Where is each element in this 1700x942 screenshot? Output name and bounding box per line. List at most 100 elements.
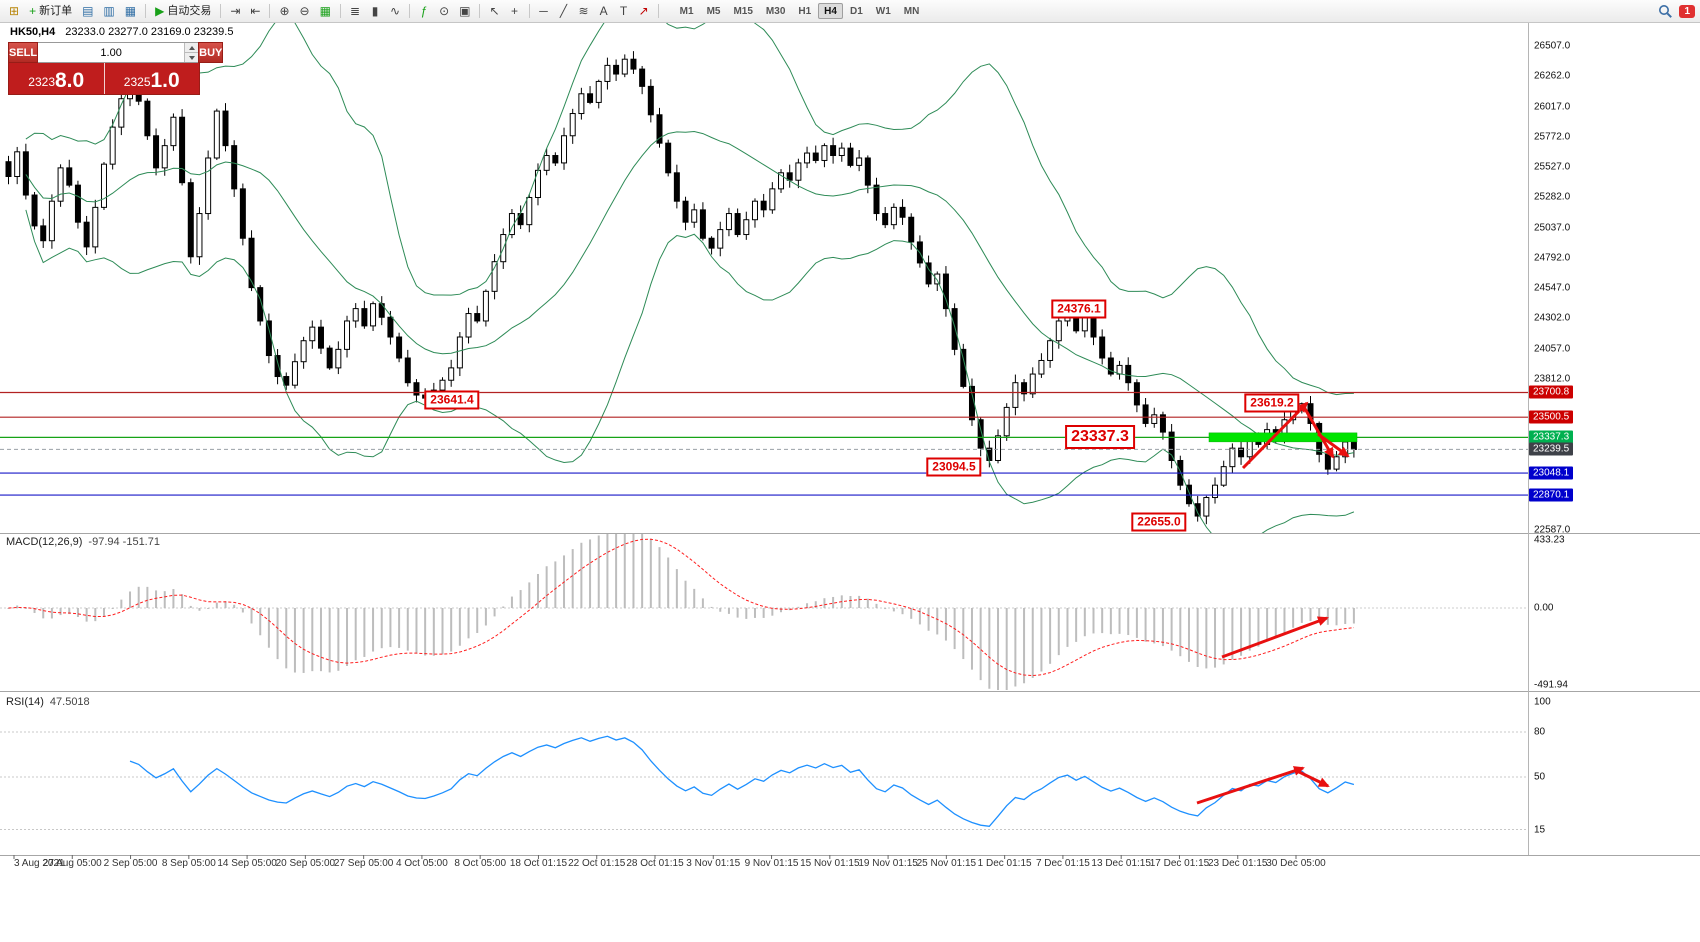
main-toolbar: ⊞ + 新订单 ▤ ▥ ▦ ▶ 自动交易 ⇥ ⇤ ⊕ ⊖ ▦ ≣ ▮ ∿ ƒ ⊙ ▣ ↖ + ─ ╱ ≋ A T ↗ M1 M5 M15… (0, 0, 1700, 23)
time-axis-label: 7 Dec 01:15 (1035, 858, 1090, 869)
macd-axis-label: 0.00 (1534, 602, 1554, 614)
trend-arrow[interactable] (1196, 766, 1305, 805)
timeframe-h1[interactable]: H1 (792, 3, 817, 19)
current-price-label: 23239.5 (1529, 442, 1574, 456)
cursor-icon[interactable]: ↖ (485, 2, 503, 20)
ohlc-values: 23233.0 23277.0 23169.0 23239.5 (65, 26, 234, 38)
price-callout[interactable]: 23641.4 (424, 390, 480, 410)
new-order-button[interactable]: + 新订单 (25, 2, 76, 20)
price-callout[interactable]: 23337.3 (1065, 425, 1135, 450)
text-icon[interactable]: A (595, 2, 613, 20)
auto-scroll-icon[interactable]: ⇥ (226, 2, 244, 20)
hline-price-label: 23500.5 (1529, 410, 1574, 424)
price-callout[interactable]: 23619.2 (1244, 393, 1300, 413)
volume-increase-button[interactable] (185, 43, 199, 53)
buy-button[interactable]: BUY (198, 42, 224, 63)
text-label-icon[interactable]: T (615, 2, 633, 20)
timeframe-m15[interactable]: M15 (727, 3, 758, 19)
search-icon[interactable] (1658, 4, 1673, 19)
notification-badge[interactable]: 1 (1679, 4, 1695, 18)
price-axis-label: 25772.0 (1534, 131, 1571, 143)
toolbar-separator (479, 4, 481, 18)
price-axis-label: 26507.0 (1534, 40, 1571, 52)
toolbar-separator (657, 4, 659, 18)
buy-price-prefix: 2325 (123, 75, 151, 89)
auto-trading-icon: ▶ (155, 4, 165, 18)
trendline-icon[interactable]: ╱ (555, 2, 573, 20)
toolbar-separator (339, 4, 341, 18)
time-axis-label: 28 Oct 01:15 (626, 858, 684, 869)
buy-price[interactable]: 2325 1.0 (104, 63, 199, 94)
timeframe-m1[interactable]: M1 (674, 3, 700, 19)
indicators-icon[interactable]: ƒ (415, 2, 433, 20)
bar-chart-icon[interactable]: ≣ (346, 2, 364, 20)
timeframe-d1[interactable]: D1 (844, 3, 869, 19)
time-axis-label: 1 Dec 01:15 (977, 858, 1032, 869)
trend-arrow[interactable] (1221, 616, 1329, 659)
arrows-icon[interactable]: ↗ (635, 2, 653, 20)
sell-button[interactable]: SELL (8, 42, 39, 63)
trend-arrow[interactable] (1294, 768, 1330, 788)
line-chart-icon[interactable]: ∿ (386, 2, 404, 20)
terminal-icon: ▦ (124, 4, 137, 18)
periods-icon[interactable]: ⊙ (435, 2, 453, 20)
candles (5, 51, 1357, 525)
hline-price-label: 22870.1 (1529, 488, 1574, 502)
arrows-icon: ↗ (638, 4, 649, 18)
auto-trading-button[interactable]: ▶ 自动交易 (151, 2, 215, 20)
support-zone[interactable] (1208, 432, 1358, 443)
auto-trading-button-label: 自动交易 (167, 4, 212, 17)
price-axis-label: 22587.0 (1534, 524, 1571, 536)
auto-scroll-icon: ⇥ (230, 4, 241, 18)
terminal-icon[interactable]: ▦ (121, 2, 140, 20)
toolbar-separator (409, 4, 411, 18)
volume-input[interactable] (38, 45, 185, 60)
macd-axis-label: -491.94 (1534, 679, 1568, 691)
trend-arrow[interactable] (1302, 406, 1335, 459)
cursor-icon: ↖ (489, 4, 500, 18)
chart-shift-icon[interactable]: ⇤ (246, 2, 264, 20)
time-axis-label: 13 Dec 01:15 (1091, 858, 1151, 869)
timeframe-h4[interactable]: H4 (818, 3, 843, 19)
toolbar-separator (528, 4, 530, 18)
time-axis-label: 30 Dec 05:00 (1266, 858, 1326, 869)
market-watch-icon[interactable]: ▤ (78, 2, 97, 20)
up-arrow-icon (188, 45, 195, 50)
timeframe-mn[interactable]: MN (898, 3, 926, 19)
price-axis-label: 24057.0 (1534, 343, 1571, 354)
fibonacci-icon[interactable]: ≋ (575, 2, 593, 20)
navigator-icon[interactable]: ▥ (99, 2, 118, 20)
templates-icon[interactable]: ▣ (455, 2, 474, 20)
time-axis-label: 19 Nov 01:15 (858, 858, 918, 869)
sell-price[interactable]: 2323 8.0 (9, 63, 105, 94)
timeframe-m30[interactable]: M30 (760, 3, 791, 19)
new-chart-icon[interactable]: ⊞ (5, 2, 23, 20)
crosshair-icon[interactable]: + (506, 2, 524, 20)
symbol-ohlc-header: HK50,H4 23233.0 23277.0 23169.0 23239.5 (10, 26, 233, 38)
macd-indicator (0, 534, 1528, 690)
tile-windows-icon[interactable]: ▦ (316, 2, 335, 20)
price-callout[interactable]: 24376.1 (1051, 299, 1107, 319)
hline-price-label: 23048.1 (1529, 466, 1574, 480)
volume-decrease-button[interactable] (185, 53, 199, 62)
zoom-in-icon[interactable]: ⊕ (275, 2, 293, 20)
price-callout[interactable]: 23094.5 (926, 457, 982, 477)
hline-icon[interactable]: ─ (535, 2, 553, 20)
trend-arrow[interactable] (1241, 401, 1309, 470)
time-axis-label: 18 Oct 01:15 (509, 858, 568, 869)
price-callout[interactable]: 22655.0 (1131, 512, 1187, 532)
new-order-button-label: 新订单 (39, 4, 73, 17)
time-axis-label: 3 Nov 01:15 (686, 858, 741, 869)
buy-price-big-digits: 1.0 (150, 69, 180, 92)
timeframe-m5[interactable]: M5 (701, 3, 727, 19)
volume-steppers (184, 43, 199, 62)
zoom-out-icon[interactable]: ⊖ (296, 2, 314, 20)
timeframe-w1[interactable]: W1 (870, 3, 897, 19)
candlestick-chart-icon[interactable]: ▮ (366, 2, 384, 20)
symbol-period-label: HK50,H4 (10, 26, 56, 38)
toolbar-separator (269, 4, 271, 18)
trend-arrow[interactable] (1317, 432, 1350, 458)
price-axis-label: 25527.0 (1534, 161, 1571, 173)
